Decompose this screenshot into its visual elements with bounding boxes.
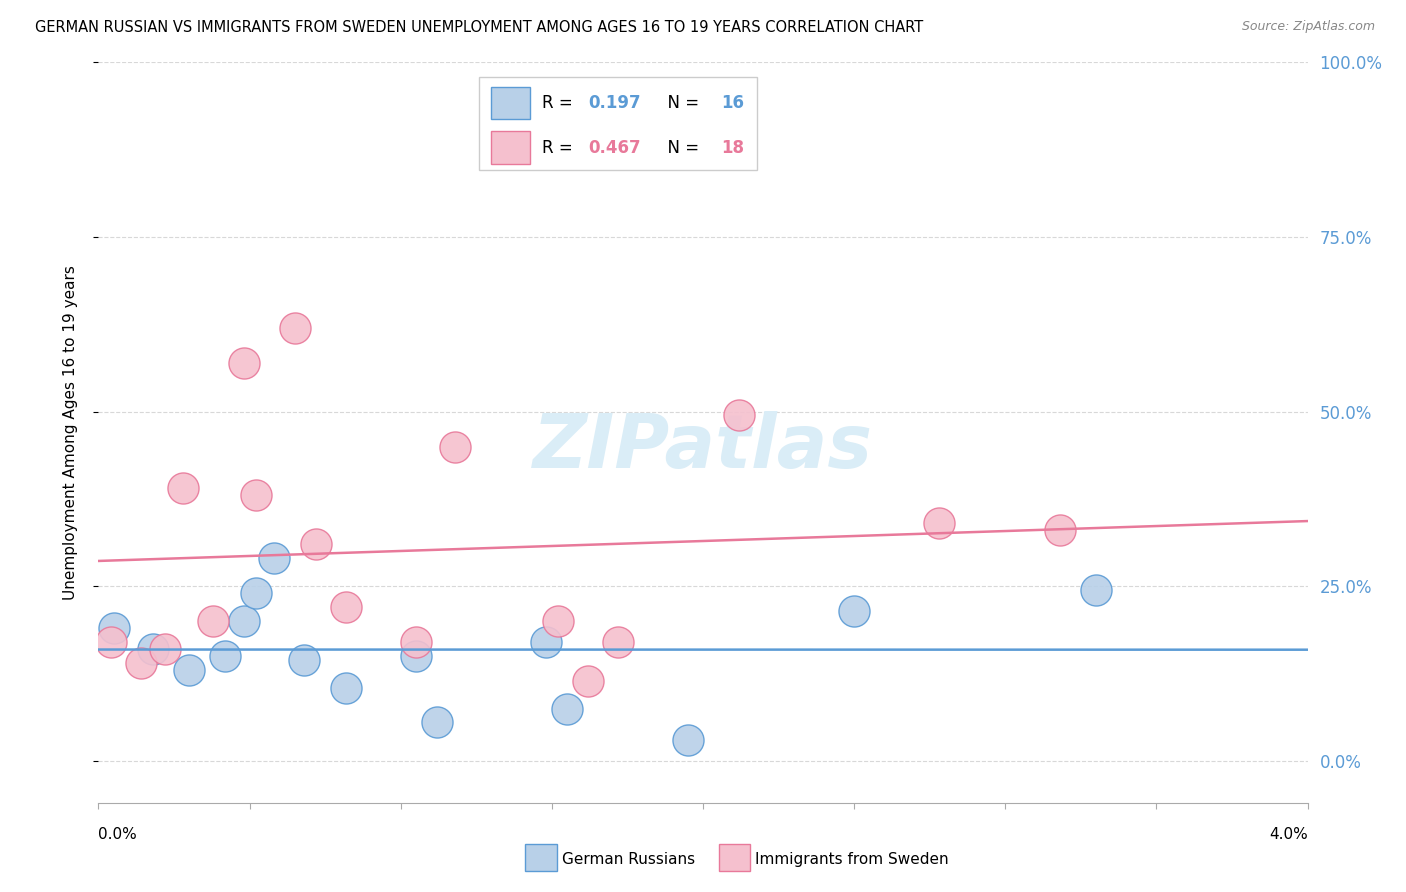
Point: [534, 635, 557, 649]
Point: [676, 733, 699, 747]
Point: [555, 701, 578, 715]
FancyBboxPatch shape: [492, 87, 530, 120]
Text: 0.467: 0.467: [588, 138, 641, 157]
Point: [245, 488, 267, 502]
FancyBboxPatch shape: [526, 844, 557, 871]
Text: Immigrants from Sweden: Immigrants from Sweden: [755, 853, 949, 867]
Text: N =: N =: [657, 138, 704, 157]
Text: 0.0%: 0.0%: [98, 827, 138, 842]
Point: [547, 614, 569, 628]
FancyBboxPatch shape: [479, 78, 758, 169]
Text: 16: 16: [721, 95, 744, 112]
Point: [607, 635, 630, 649]
Text: R =: R =: [543, 138, 578, 157]
Text: 18: 18: [721, 138, 744, 157]
Text: German Russians: German Russians: [561, 853, 695, 867]
Point: [405, 649, 427, 664]
Point: [284, 321, 307, 335]
Point: [214, 649, 236, 664]
Text: 4.0%: 4.0%: [1268, 827, 1308, 842]
Text: R =: R =: [543, 95, 578, 112]
Point: [179, 663, 201, 677]
Point: [928, 516, 950, 531]
Point: [142, 642, 165, 657]
Y-axis label: Unemployment Among Ages 16 to 19 years: Unemployment Among Ages 16 to 19 years: [63, 265, 77, 600]
Point: [202, 614, 225, 628]
Point: [153, 642, 176, 657]
Point: [576, 673, 599, 688]
Point: [728, 408, 751, 422]
Point: [172, 482, 194, 496]
Text: ZIPatlas: ZIPatlas: [533, 411, 873, 484]
Text: 0.197: 0.197: [588, 95, 641, 112]
Point: [1049, 524, 1071, 538]
Point: [305, 537, 328, 551]
Point: [335, 600, 357, 615]
Text: N =: N =: [657, 95, 704, 112]
Point: [292, 652, 315, 666]
FancyBboxPatch shape: [718, 844, 751, 871]
Point: [426, 715, 449, 730]
Point: [232, 614, 254, 628]
Point: [103, 621, 125, 635]
Point: [232, 356, 254, 370]
Text: GERMAN RUSSIAN VS IMMIGRANTS FROM SWEDEN UNEMPLOYMENT AMONG AGES 16 TO 19 YEARS : GERMAN RUSSIAN VS IMMIGRANTS FROM SWEDEN…: [35, 20, 924, 35]
Text: Source: ZipAtlas.com: Source: ZipAtlas.com: [1241, 20, 1375, 33]
Point: [263, 551, 285, 566]
FancyBboxPatch shape: [492, 131, 530, 164]
Point: [335, 681, 357, 695]
Point: [129, 656, 152, 670]
Point: [444, 440, 467, 454]
Point: [844, 604, 866, 618]
Point: [405, 635, 427, 649]
Point: [245, 586, 267, 600]
Point: [1085, 582, 1108, 597]
Point: [100, 635, 122, 649]
